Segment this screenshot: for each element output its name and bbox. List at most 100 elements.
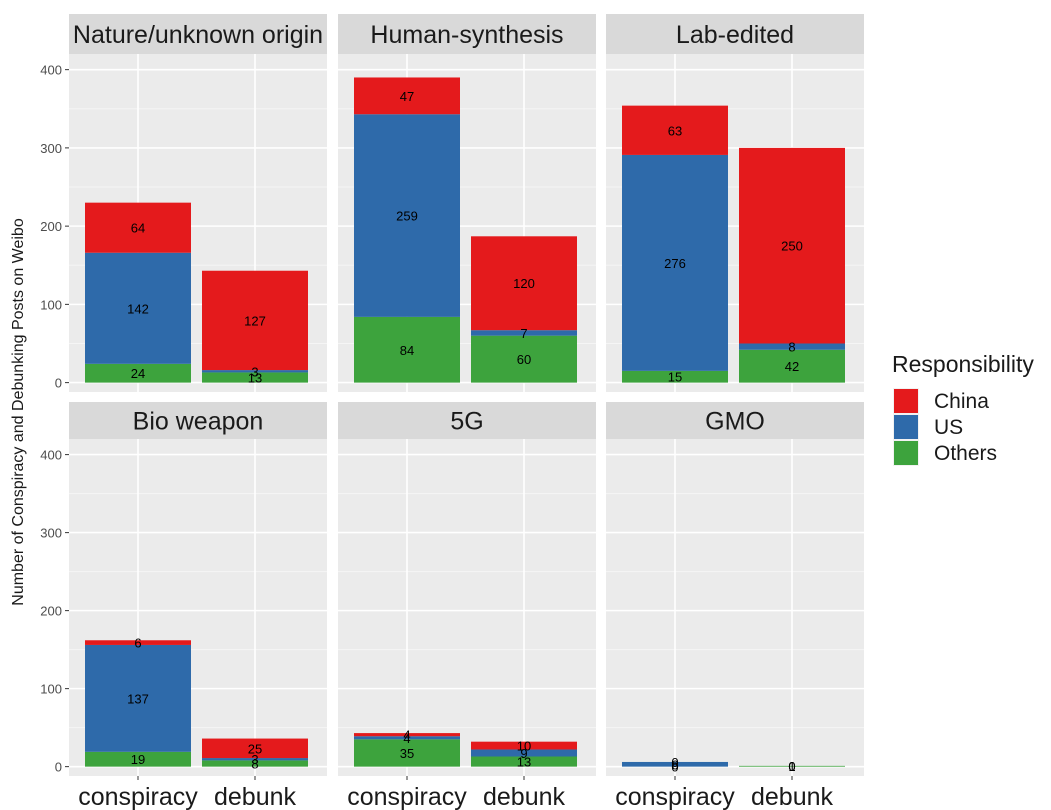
data-label-us: 7 xyxy=(520,326,527,341)
bar-segment-china xyxy=(202,270,308,371)
data-label-others: 42 xyxy=(785,359,799,374)
x-tick-label: debunk xyxy=(483,783,566,810)
bar-segment-others xyxy=(202,760,308,767)
bar-segment-us xyxy=(354,736,460,740)
bar-segment-others xyxy=(202,372,308,383)
bar-segment-others xyxy=(354,316,460,383)
x-tick-label: debunk xyxy=(214,783,297,810)
panel-strip xyxy=(69,14,327,54)
y-tick-label: 200 xyxy=(40,604,62,619)
data-label-others: 8 xyxy=(251,757,258,772)
bar-segment-china xyxy=(354,77,460,115)
data-label-china: 47 xyxy=(400,89,414,104)
data-label-others: 0 xyxy=(671,760,678,775)
y-tick-label: 300 xyxy=(40,526,62,541)
y-tick-label: 0 xyxy=(55,376,62,391)
data-label-others: 15 xyxy=(668,370,682,385)
data-label-others: 35 xyxy=(400,746,414,761)
bar-segment-us xyxy=(202,370,308,373)
data-label-us: 276 xyxy=(664,256,686,271)
bar-segment-us xyxy=(202,758,308,761)
bar-segment-china xyxy=(622,105,728,155)
panel-strip xyxy=(338,402,596,439)
bar-segment-china xyxy=(739,147,845,344)
data-label-us: 9 xyxy=(520,746,527,761)
data-label-china: 0 xyxy=(671,755,678,770)
x-tick-label: conspiracy xyxy=(615,783,735,810)
data-label-us: 259 xyxy=(396,209,418,224)
bar-segment-us xyxy=(471,330,577,336)
data-label-us: 3 xyxy=(251,364,258,379)
bar-segment-others xyxy=(85,363,191,383)
x-tick-label: debunk xyxy=(751,783,834,810)
bar-segment-us xyxy=(471,749,577,757)
legend-swatch-china xyxy=(894,389,918,413)
data-label-china: 25 xyxy=(248,741,262,756)
chart-panels: Nature/unknown origin2414264133127010020… xyxy=(40,14,864,810)
x-tick-label: conspiracy xyxy=(78,783,198,810)
data-label-china: 63 xyxy=(668,123,682,138)
data-label-china: 4 xyxy=(403,728,410,743)
bar-segment-us xyxy=(622,154,728,371)
data-label-china: 127 xyxy=(244,313,266,328)
legend-label-others: Others xyxy=(934,442,997,465)
panel-1: Human-synthesis 84 259 47 60 7 120 xyxy=(338,14,596,392)
y-tick-label: 400 xyxy=(40,448,62,463)
bar-segment-us xyxy=(85,252,191,364)
data-label-others: 24 xyxy=(131,366,145,381)
data-label-china: 10 xyxy=(517,739,531,754)
bar-segment-china xyxy=(471,236,577,331)
legend-label-china: China xyxy=(934,390,989,413)
data-label-others: 60 xyxy=(517,352,531,367)
panel-background xyxy=(606,439,864,776)
bar-segment-china xyxy=(85,202,191,253)
data-label-others: 19 xyxy=(131,752,145,767)
data-label-china: 120 xyxy=(513,276,535,291)
y-tick-label: 100 xyxy=(40,682,62,697)
panel-title: 5G xyxy=(450,408,483,436)
bar-segment-others xyxy=(471,756,577,767)
bar-segment-us xyxy=(739,343,845,350)
data-label-us: 142 xyxy=(127,301,149,316)
bar-segment-others xyxy=(354,739,460,767)
legend: Responsibility China US Others xyxy=(892,351,1034,466)
panel-title: Human-synthesis xyxy=(370,21,563,49)
data-label-others: 13 xyxy=(517,755,531,770)
bar-segment-others xyxy=(85,751,191,767)
data-label-us: 4 xyxy=(403,731,410,746)
bar-segment-china xyxy=(85,640,191,645)
y-tick-label: 200 xyxy=(40,219,62,234)
y-tick-label: 300 xyxy=(40,141,62,156)
data-label-us: 6 xyxy=(671,757,678,772)
data-label-us: 8 xyxy=(788,340,795,355)
data-label-us: 3 xyxy=(251,752,258,767)
data-label-us: 0 xyxy=(788,759,795,774)
y-axis-label: Number of Conspiracy and Debunking Posts… xyxy=(10,218,27,606)
legend-title: Responsibility xyxy=(892,351,1034,377)
data-label-us: 137 xyxy=(127,691,149,706)
bar-segment-china xyxy=(202,738,308,759)
data-label-china: 0 xyxy=(788,759,795,774)
panel-title: Lab-edited xyxy=(676,21,794,49)
legend-swatch-us xyxy=(894,415,918,439)
panel-strip xyxy=(338,14,596,54)
y-tick-label: 100 xyxy=(40,297,62,312)
panel-title: Nature/unknown origin xyxy=(73,21,323,49)
x-tick-label: conspiracy xyxy=(347,783,467,810)
bar-segment-china xyxy=(354,733,460,737)
bar-segment-others xyxy=(739,765,845,767)
panel-strip xyxy=(69,402,327,439)
data-label-china: 250 xyxy=(781,239,803,254)
legend-swatch-others xyxy=(894,441,918,465)
bar-segment-others xyxy=(739,349,845,383)
panel-title: Bio weapon xyxy=(133,408,264,436)
data-label-china: 6 xyxy=(134,636,141,651)
legend-label-us: US xyxy=(934,416,963,439)
y-tick-label: 0 xyxy=(55,760,62,775)
bar-segment-us xyxy=(85,644,191,752)
data-label-others: 84 xyxy=(400,343,414,358)
